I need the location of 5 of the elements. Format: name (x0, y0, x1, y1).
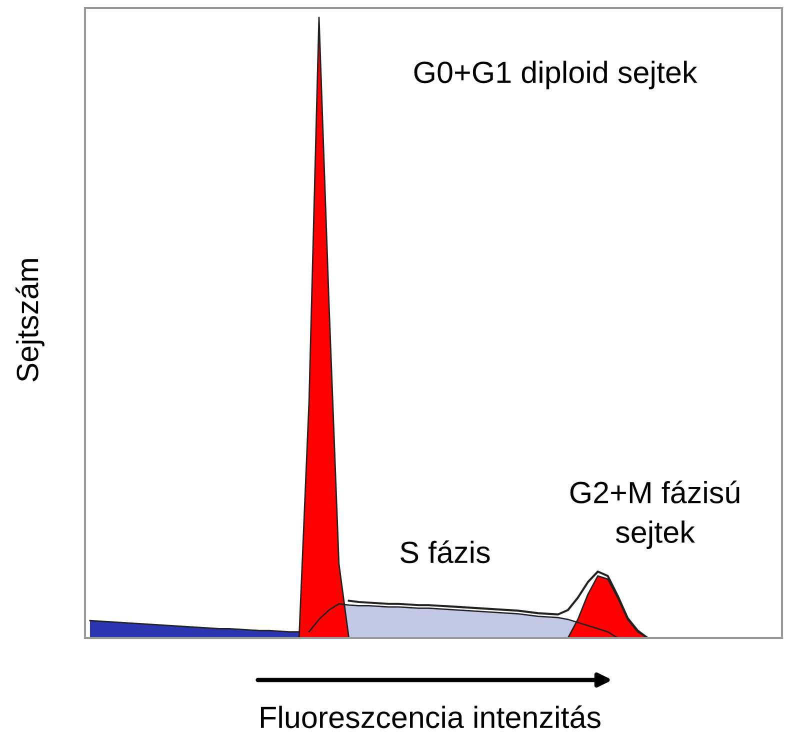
annotation: G0+G1 diploid sejtek (414, 60, 698, 90)
x-axis-title: Fluoreszcencia intenzitás (260, 705, 600, 728)
annotation: G2+M fázisú sejtek (570, 480, 740, 550)
annotation: S fázis (400, 540, 490, 564)
y-axis-title: Sejtszám (16, 259, 44, 382)
